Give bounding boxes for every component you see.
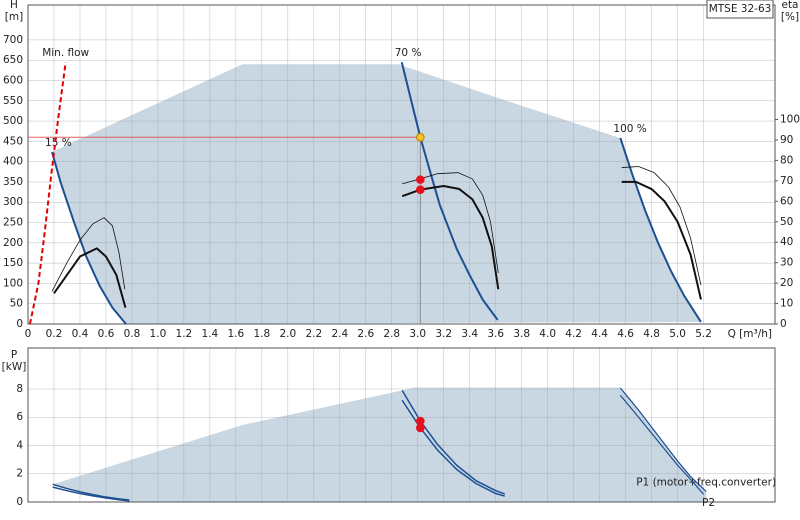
y-tick-label: 450 (3, 135, 23, 147)
x-tick-label: 1.0 (150, 328, 167, 340)
duty-point (416, 423, 425, 433)
curve (51, 151, 127, 325)
y-tick-label: 2 (16, 468, 23, 480)
x-tick-label: 4.4 (591, 328, 608, 340)
y-tick-label: 100 (3, 277, 23, 289)
y2-tick-label: 90 (780, 134, 793, 146)
y2-axis-label: eta (781, 0, 798, 11)
curve (53, 247, 127, 308)
y-tick-label: 650 (3, 54, 23, 66)
x-tick-label: 3.8 (513, 328, 530, 340)
plot-frame (27, 4, 776, 325)
curve (621, 180, 702, 300)
x-tick-label: 1.2 (176, 328, 193, 340)
x-tick-label: 0.4 (72, 328, 89, 340)
x-tick-label: 5.0 (669, 328, 686, 340)
y-tick-label: 200 (3, 237, 23, 249)
curve (619, 394, 704, 495)
curve-label: 15 % (45, 137, 72, 149)
curve-label: 70 % (395, 47, 422, 59)
curve (621, 166, 702, 286)
y2-tick-label: 60 (780, 195, 793, 207)
duty-point (416, 175, 425, 184)
y-tick-label: 150 (3, 257, 23, 269)
x-tick-label: 1.4 (202, 328, 219, 340)
x-tick-label: 0 (25, 328, 32, 340)
curve (619, 137, 702, 323)
y2-tick-label: 20 (780, 277, 793, 289)
operating-area (52, 387, 707, 502)
duty-point (416, 133, 425, 142)
x-tick-label: 0.2 (46, 328, 63, 340)
curve-label: Min. flow (42, 47, 89, 59)
y-tick-label: 50 (10, 298, 23, 310)
x-tick-label: 3.4 (461, 328, 478, 340)
operating-area (52, 64, 701, 324)
x-tick-label: 3.0 (409, 328, 426, 340)
curve (51, 217, 126, 292)
curve (28, 62, 67, 325)
y2-tick-label: 40 (780, 236, 793, 248)
x-tick-label: 4.8 (643, 328, 660, 340)
x-tick-label: 1.6 (228, 328, 245, 340)
y-tick-label: 550 (3, 95, 23, 107)
curve-label: P2 (702, 497, 715, 509)
y-tick-label: 400 (3, 156, 23, 168)
x-tick-label: 4.2 (565, 328, 582, 340)
y-tick-label: 300 (3, 196, 23, 208)
x-tick-label: 3.2 (435, 328, 452, 340)
y-axis-label: [m] (5, 11, 23, 23)
curve (52, 486, 130, 502)
x-axis-label: Q [m³/h] (728, 328, 772, 340)
x-tick-label: 2.2 (305, 328, 322, 340)
x-tick-label: 0.6 (98, 328, 115, 340)
model-label: MTSE 32-63 (709, 3, 772, 15)
y2-tick-label: 30 (780, 257, 793, 269)
x-tick-label: 4.6 (617, 328, 634, 340)
y2-tick-label: 0 (780, 318, 787, 330)
y-tick-label: 500 (3, 115, 23, 127)
y2-tick-label: 50 (780, 216, 793, 228)
x-tick-label: 2.4 (331, 328, 348, 340)
x-tick-label: 4.0 (539, 328, 556, 340)
y-tick-label: 0 (16, 318, 23, 330)
x-tick-label: 2.8 (383, 328, 400, 340)
y-axis-label: H (10, 0, 18, 11)
y2-axis-label: [%] (781, 11, 799, 23)
x-tick-label: 3.6 (487, 328, 504, 340)
x-tick-label: 2.0 (279, 328, 296, 340)
y-tick-label: 700 (3, 34, 23, 46)
curve (619, 387, 707, 492)
model-box (706, 0, 774, 19)
y-axis-label: [kW] (2, 361, 27, 373)
y-tick-label: 4 (16, 439, 23, 451)
y-tick-label: 600 (3, 74, 23, 86)
y2-tick-label: 100 (780, 114, 800, 126)
duty-point (416, 185, 425, 194)
x-tick-label: 2.6 (357, 328, 374, 340)
y-tick-label: 0 (16, 496, 23, 508)
plot-frame (27, 347, 776, 503)
y-axis-label: P (11, 349, 17, 361)
y2-tick-label: 70 (780, 175, 793, 187)
y-tick-label: 350 (3, 176, 23, 188)
curve (52, 483, 130, 501)
y-tick-label: 6 (16, 411, 23, 423)
x-tick-label: 1.8 (253, 328, 270, 340)
y2-tick-label: 80 (780, 154, 793, 166)
y-tick-label: 250 (3, 217, 23, 229)
y-tick-label: 8 (16, 383, 23, 395)
y2-tick-label: 10 (780, 298, 793, 310)
x-tick-label: 5.2 (695, 328, 712, 340)
curve-label: P1 (motor+freq.converter) (636, 476, 776, 488)
curve (400, 61, 499, 321)
x-tick-label: 0.8 (124, 328, 141, 340)
curve-label: 100 % (613, 123, 646, 135)
